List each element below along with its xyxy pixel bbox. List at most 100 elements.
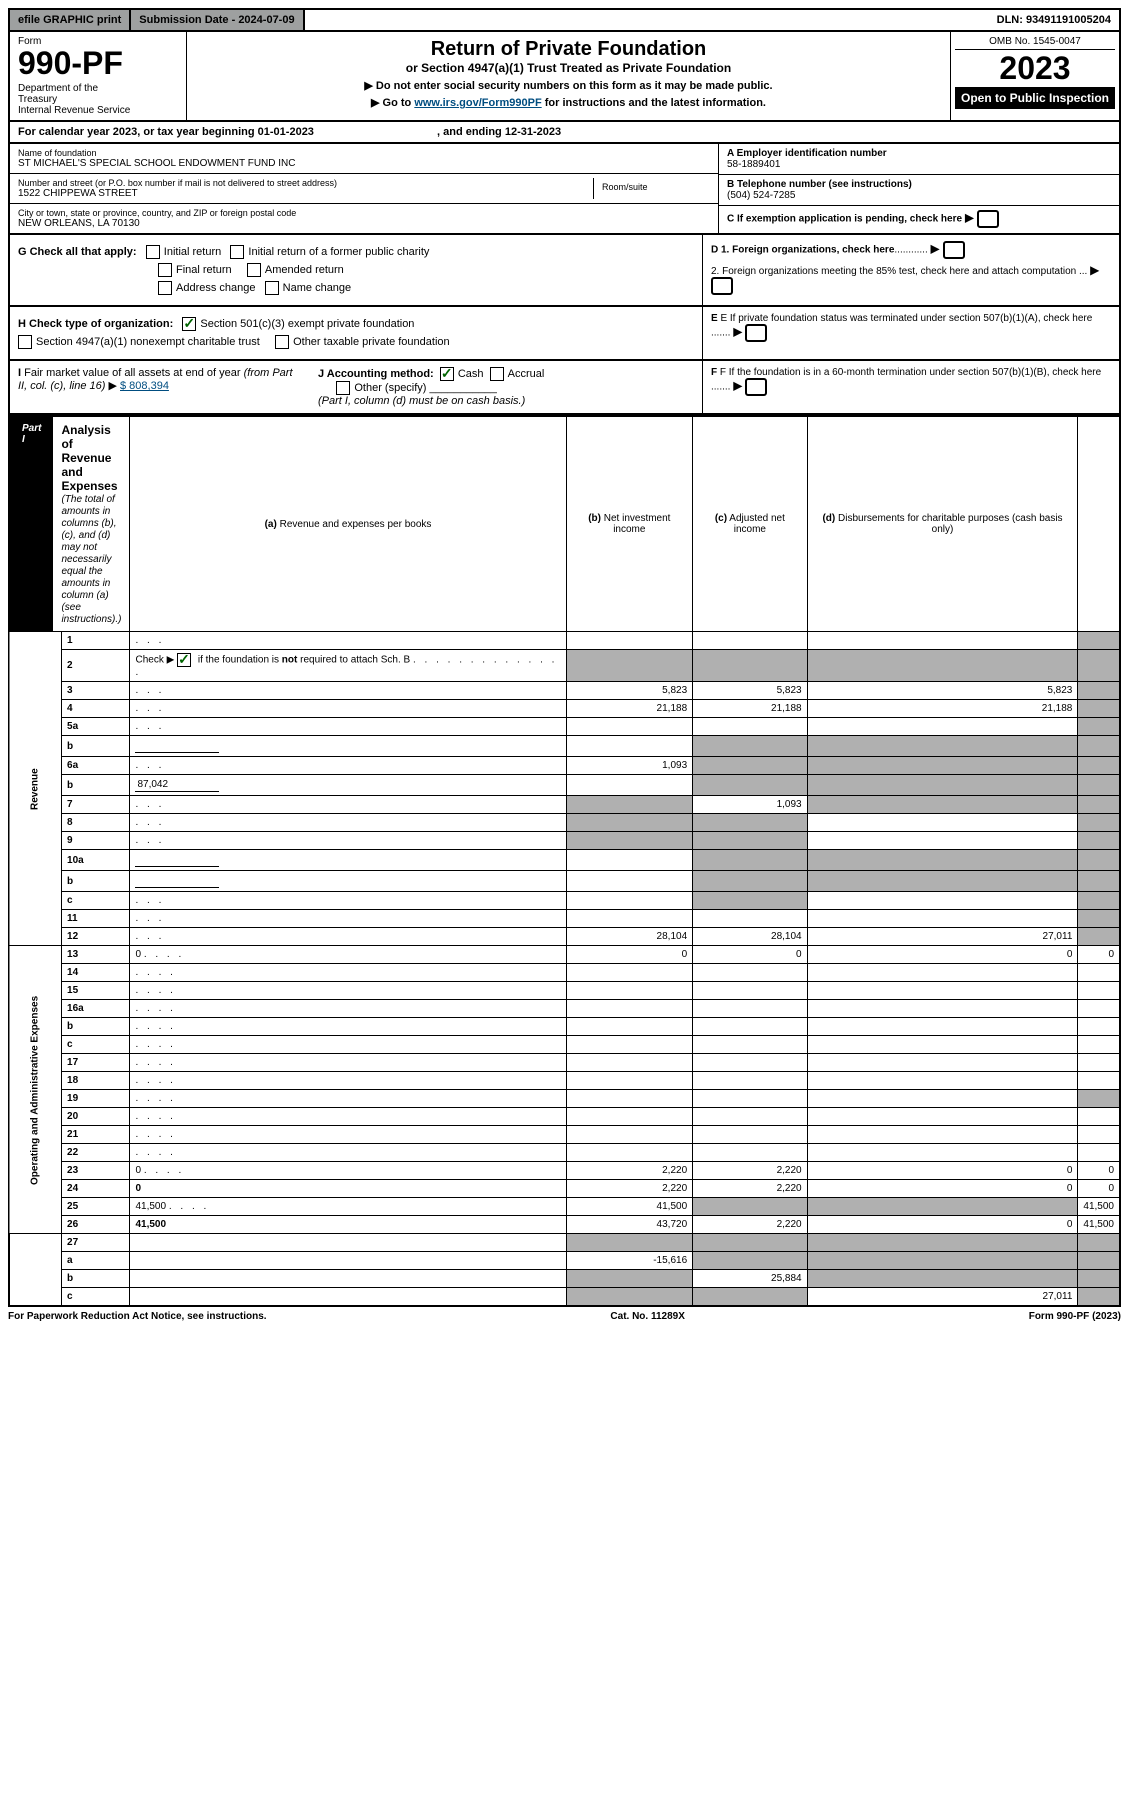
amount-cell	[1078, 775, 1120, 796]
amount-cell	[1078, 1072, 1120, 1090]
amount-cell	[693, 650, 807, 682]
amount-cell: 27,011	[807, 928, 1078, 946]
efile-print-btn[interactable]: efile GRAPHIC print	[10, 10, 131, 30]
chk-address-change[interactable]	[158, 281, 172, 295]
amount-cell: 2,220	[566, 1162, 693, 1180]
col-b-header: (b) Net investment income	[566, 416, 693, 632]
amount-cell	[807, 1018, 1078, 1036]
table-row: c27,011	[9, 1288, 1120, 1307]
form-year-box: OMB No. 1545-0047 2023 Open to Public In…	[950, 32, 1119, 120]
table-row: 3 . . .5,8235,8235,823	[9, 682, 1120, 700]
col-c-header: (c) Adjusted net income	[693, 416, 807, 632]
line-desc: . . . .	[130, 964, 566, 982]
chk-cash[interactable]	[440, 367, 454, 381]
amount-cell: 41,500	[1078, 1216, 1120, 1234]
line-number: 1	[62, 632, 130, 650]
amount-cell	[693, 1234, 807, 1252]
line-number: 25	[62, 1198, 130, 1216]
table-row: b	[9, 775, 1120, 796]
section-label: Operating and Administrative Expenses	[9, 946, 62, 1234]
chk-final-return[interactable]	[158, 263, 172, 277]
line-number: 21	[62, 1126, 130, 1144]
amount-cell	[1078, 1288, 1120, 1307]
chk-initial-former[interactable]	[230, 245, 244, 259]
irs-link[interactable]: www.irs.gov/Form990PF	[414, 97, 541, 109]
chk-amended-return[interactable]	[247, 263, 261, 277]
phone-value: (504) 524-7285	[727, 190, 795, 201]
amount-cell	[1078, 796, 1120, 814]
amount-cell: 41,500	[1078, 1198, 1120, 1216]
chk-name-change[interactable]	[265, 281, 279, 295]
amount-cell	[807, 796, 1078, 814]
amount-cell	[807, 1144, 1078, 1162]
line-number: 26	[62, 1216, 130, 1234]
chk-other-method[interactable]	[336, 381, 350, 395]
inline-value[interactable]	[135, 778, 219, 792]
amount-cell	[1078, 1000, 1120, 1018]
form-number: 990-PF	[18, 47, 178, 79]
chk-4947[interactable]	[18, 335, 32, 349]
line-number: c	[62, 1288, 130, 1307]
chk-d1[interactable]	[943, 241, 965, 259]
amount-cell	[693, 1144, 807, 1162]
col-a-header: (a) Revenue and expenses per books	[130, 416, 566, 632]
amount-cell: 5,823	[566, 682, 693, 700]
addr-label: Number and street (or P.O. box number if…	[18, 178, 593, 188]
amount-cell	[1078, 1054, 1120, 1072]
calendar-year-row: For calendar year 2023, or tax year begi…	[8, 122, 1121, 144]
amount-cell	[566, 1036, 693, 1054]
line-desc: . . . .	[130, 1000, 566, 1018]
line-desc	[130, 871, 566, 892]
inline-value[interactable]	[135, 739, 219, 753]
line-number: 19	[62, 1090, 130, 1108]
amount-cell	[693, 892, 807, 910]
table-row: 10a	[9, 850, 1120, 871]
amount-cell	[1078, 757, 1120, 775]
amount-cell	[1078, 1036, 1120, 1054]
chk-sch-b[interactable]	[177, 653, 191, 667]
line-desc: . . .	[130, 928, 566, 946]
amount-cell	[807, 1198, 1078, 1216]
footer-left: For Paperwork Reduction Act Notice, see …	[8, 1311, 267, 1322]
chk-501c3[interactable]	[182, 317, 196, 331]
line-desc: . . .	[130, 796, 566, 814]
amount-cell	[1078, 718, 1120, 736]
table-row: 20 . . . .	[9, 1108, 1120, 1126]
amount-cell	[566, 832, 693, 850]
amount-cell	[807, 775, 1078, 796]
amount-cell	[1078, 964, 1120, 982]
amount-cell	[1078, 736, 1120, 757]
amount-cell	[693, 1198, 807, 1216]
chk-f[interactable]	[745, 378, 767, 396]
amount-cell	[807, 650, 1078, 682]
table-row: 2Check ▶ if the foundation is not requir…	[9, 650, 1120, 682]
table-row: 21 . . . .	[9, 1126, 1120, 1144]
chk-d2[interactable]	[711, 277, 733, 295]
amount-cell	[807, 832, 1078, 850]
amount-cell	[1078, 682, 1120, 700]
amount-cell: 41,500	[566, 1198, 693, 1216]
line-number: 12	[62, 928, 130, 946]
amount-cell	[566, 850, 693, 871]
section-h-e: H Check type of organization: Section 50…	[8, 307, 1121, 361]
amount-cell	[1078, 1144, 1120, 1162]
chk-e[interactable]	[745, 324, 767, 342]
amount-cell	[566, 650, 693, 682]
amount-cell: 5,823	[693, 682, 807, 700]
table-row: c . . .	[9, 892, 1120, 910]
chk-initial-return[interactable]	[146, 245, 160, 259]
line-desc	[130, 1288, 566, 1307]
exemption-checkbox[interactable]	[977, 210, 999, 228]
amount-cell: 21,188	[693, 700, 807, 718]
chk-accrual[interactable]	[490, 367, 504, 381]
line-desc	[130, 775, 566, 796]
inline-value[interactable]	[135, 853, 219, 867]
amount-cell	[566, 1090, 693, 1108]
chk-other-taxable[interactable]	[275, 335, 289, 349]
amount-cell	[1078, 1234, 1120, 1252]
line-number: 11	[62, 910, 130, 928]
table-row: 14 . . . .	[9, 964, 1120, 982]
inline-value[interactable]	[135, 874, 219, 888]
amount-cell: 28,104	[693, 928, 807, 946]
amount-cell	[693, 757, 807, 775]
